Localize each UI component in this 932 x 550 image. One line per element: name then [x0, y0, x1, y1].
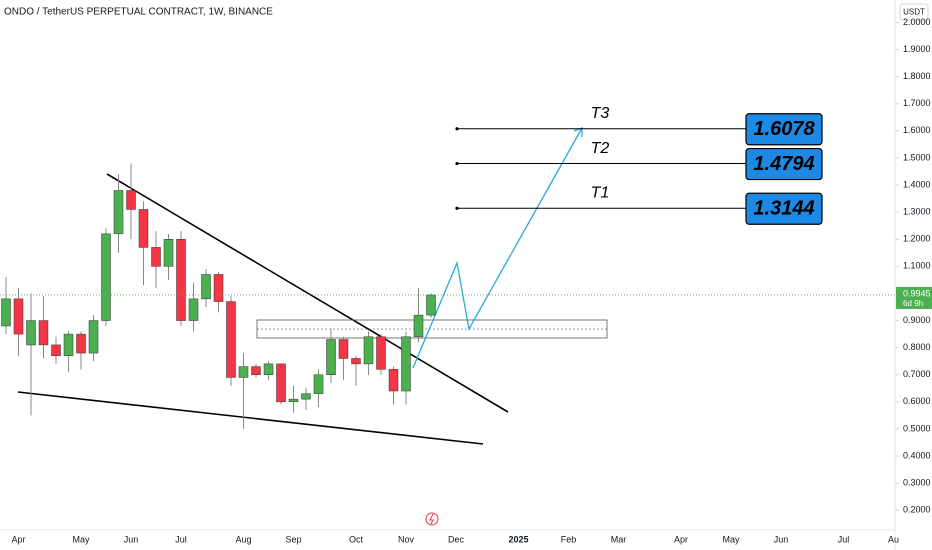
trend-line	[17, 391, 484, 445]
y-tick-label: 0.4000	[903, 450, 931, 460]
candle-body	[138, 209, 149, 248]
x-tick-label: 2025	[508, 534, 528, 544]
target-box	[745, 113, 823, 146]
x-tick-label: Jun	[124, 534, 139, 544]
last-price-label: 0.9945	[903, 288, 931, 298]
candle-body	[363, 336, 374, 365]
x-tick-label: Aug	[235, 534, 251, 544]
candle-body	[288, 398, 299, 403]
candle-body	[163, 239, 174, 267]
candle-body	[151, 247, 161, 267]
x-tick-label: Jul	[838, 534, 850, 544]
chart-title: ONDO / TetherUS PERPETUAL CONTRACT, 1W, …	[4, 7, 273, 18]
y-tick-label: 1.4000	[903, 179, 931, 189]
candle-body	[238, 366, 249, 378]
currency: USDT	[903, 8, 925, 17]
target-value: 1.3144	[753, 198, 814, 220]
y-tick-label: 0.6000	[903, 396, 931, 406]
candle-body	[313, 374, 324, 394]
x-tick-label: May	[722, 534, 740, 544]
target-value: 1.4794	[753, 153, 814, 175]
y-tick-label: 1.1000	[903, 261, 931, 271]
candle-body	[201, 274, 211, 300]
x-tick-label: Jun	[774, 534, 789, 544]
candle-body	[301, 393, 311, 400]
target-label: T3	[591, 105, 610, 122]
x-tick-label: Nov	[398, 534, 415, 544]
countdown: 6d 9h	[903, 299, 923, 308]
candle-body	[338, 339, 349, 359]
y-tick-label: 0.9000	[903, 315, 931, 325]
y-tick-label: 0.2000	[903, 505, 931, 515]
y-tick-label: 0.3000	[903, 477, 931, 487]
candle-body	[113, 190, 124, 235]
candle-body	[76, 333, 86, 354]
candle-body	[326, 339, 336, 375]
y-tick-label: 2.0000	[903, 17, 931, 27]
target-box	[745, 147, 823, 181]
candle-body	[26, 320, 36, 346]
alert-bolt	[429, 513, 434, 525]
candle-body	[426, 294, 436, 316]
candle-body	[276, 363, 286, 403]
candle-body	[126, 190, 136, 210]
candle-body	[13, 298, 24, 335]
x-tick-label: Jul	[175, 534, 187, 544]
candle-body	[1, 298, 11, 327]
trend-line	[106, 173, 509, 413]
target-label: T1	[591, 184, 610, 201]
candle-body	[188, 298, 199, 321]
target-value: 1.6078	[753, 118, 815, 140]
candle-body	[101, 233, 111, 321]
x-tick-label: Sep	[285, 534, 301, 544]
candle-body	[413, 314, 424, 338]
target-label: T2	[591, 140, 610, 157]
x-tick-label: Au	[888, 534, 899, 544]
alert-circle	[425, 512, 439, 526]
candle-body	[63, 333, 74, 357]
candle-body	[401, 336, 411, 392]
x-tick-label: Dec	[448, 534, 465, 544]
y-tick-label: 1.5000	[903, 152, 931, 162]
x-tick-label: May	[72, 534, 90, 544]
candle-body	[51, 344, 61, 357]
currency-box[interactable]	[899, 3, 929, 21]
alert-icon[interactable]	[425, 512, 439, 526]
y-tick-label: 1.3000	[903, 207, 931, 217]
y-tick-label: 0.7000	[903, 369, 931, 379]
projection-path	[412, 127, 583, 369]
y-tick-label: 1.7000	[903, 98, 931, 108]
projection-arrow	[573, 127, 583, 137]
y-tick-label: 1.2000	[903, 234, 931, 244]
y-tick-label: 1.6000	[903, 125, 931, 135]
candle-body	[176, 239, 186, 321]
candle-body	[38, 320, 49, 346]
candle-body	[226, 301, 236, 378]
candle-body	[351, 358, 361, 365]
candle-body	[251, 366, 261, 375]
candle-body	[376, 336, 386, 370]
y-tick-label: 1.8000	[903, 71, 931, 81]
x-tick-label: Oct	[349, 534, 364, 544]
y-tick-label: 0.8000	[903, 342, 931, 352]
candle-body	[88, 320, 99, 354]
x-tick-label: Feb	[561, 534, 577, 544]
x-tick-label: Apr	[674, 534, 688, 544]
candle-body	[213, 274, 224, 302]
last-price-box	[896, 286, 932, 309]
candle-body	[263, 363, 274, 375]
candle-body	[388, 369, 399, 392]
y-tick-label: 1.9000	[903, 44, 931, 54]
target-box	[745, 192, 823, 225]
y-tick-label: 0.5000	[903, 423, 931, 433]
x-tick-label: Apr	[11, 534, 25, 544]
x-tick-label: Mar	[611, 534, 627, 544]
